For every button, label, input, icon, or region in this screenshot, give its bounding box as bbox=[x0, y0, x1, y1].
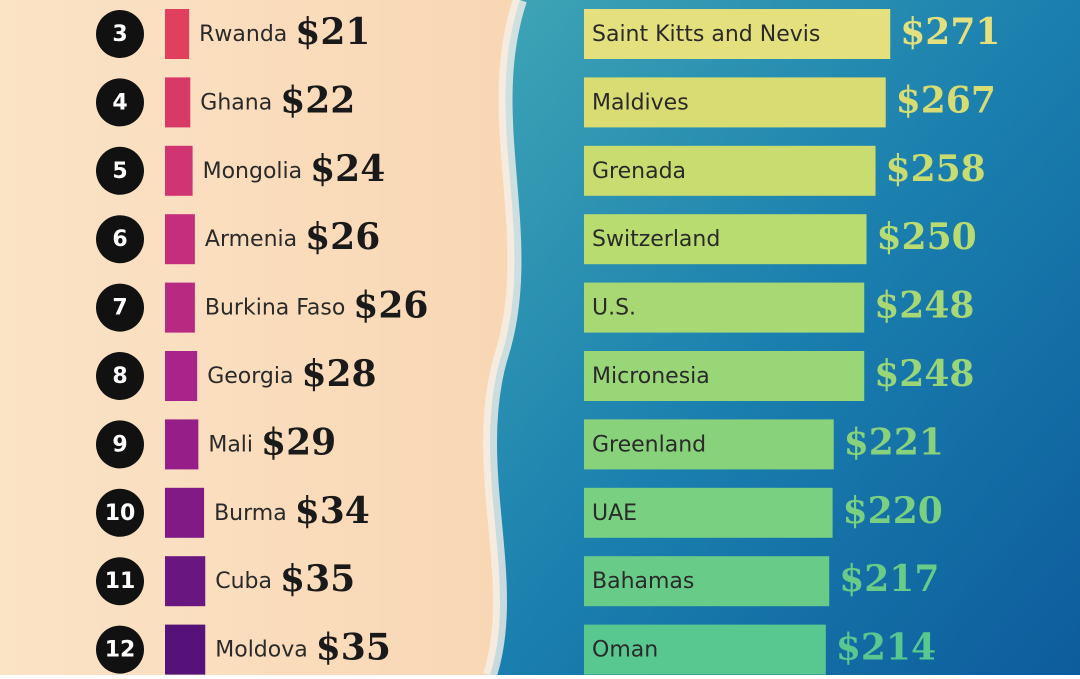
value-label: $28 bbox=[301, 353, 376, 395]
rank-badge bbox=[96, 146, 144, 195]
bar bbox=[165, 77, 191, 128]
value-label: $34 bbox=[295, 490, 370, 532]
category-label: U.S. bbox=[592, 296, 636, 321]
value-label: $221 bbox=[844, 421, 944, 463]
rank-label: 9 bbox=[112, 432, 127, 457]
value-label: $250 bbox=[877, 216, 977, 258]
rank-badge bbox=[96, 352, 144, 400]
rank-label: 8 bbox=[112, 364, 127, 389]
bar bbox=[165, 419, 199, 470]
bar bbox=[165, 282, 195, 333]
value-label: $22 bbox=[280, 79, 355, 121]
bar bbox=[584, 487, 833, 538]
bar bbox=[584, 624, 826, 675]
rank-label: 3 bbox=[112, 22, 127, 47]
category-label: Maldives bbox=[592, 90, 689, 115]
bar bbox=[165, 214, 195, 265]
bar bbox=[584, 145, 876, 196]
value-label: $26 bbox=[353, 285, 428, 327]
category-label: Armenia bbox=[205, 227, 297, 252]
bar bbox=[584, 556, 830, 607]
category-label: Ghana bbox=[200, 90, 272, 115]
bar bbox=[584, 9, 891, 59]
rank-badge bbox=[96, 557, 144, 606]
category-label: Mongolia bbox=[203, 159, 303, 184]
category-label: Saint Kitts and Nevis bbox=[592, 22, 820, 47]
bar bbox=[165, 145, 193, 196]
bar bbox=[584, 214, 867, 265]
bar bbox=[165, 351, 198, 401]
category-label: Bahamas bbox=[592, 569, 694, 594]
category-label: Switzerland bbox=[592, 227, 720, 252]
rank-label: 5 bbox=[112, 159, 127, 184]
category-label: Grenada bbox=[592, 159, 686, 184]
value-label: $220 bbox=[843, 490, 943, 532]
bar bbox=[584, 282, 865, 333]
bar bbox=[584, 419, 834, 470]
category-label: Moldova bbox=[215, 638, 307, 663]
bar bbox=[165, 487, 205, 538]
wave-edge bbox=[483, 0, 527, 678]
category-label: Georgia bbox=[207, 364, 293, 389]
value-label: $248 bbox=[874, 285, 974, 327]
category-label: Burma bbox=[214, 501, 287, 526]
value-label: $21 bbox=[295, 11, 370, 53]
category-label: Burkina Faso bbox=[205, 296, 345, 321]
rank-badge bbox=[96, 283, 144, 332]
rank-badge bbox=[96, 215, 144, 264]
value-label: $248 bbox=[874, 353, 974, 395]
value-label: $35 bbox=[316, 627, 391, 669]
category-label: Mali bbox=[208, 432, 253, 457]
rank-badge bbox=[96, 488, 144, 537]
category-label: Greenland bbox=[592, 432, 706, 457]
value-label: $271 bbox=[900, 11, 1000, 53]
value-label: $217 bbox=[839, 558, 939, 600]
rank-label: 7 bbox=[112, 296, 127, 321]
rank-label: 10 bbox=[105, 501, 136, 526]
rank-label: 6 bbox=[112, 227, 127, 252]
bar bbox=[584, 351, 865, 401]
value-label: $267 bbox=[896, 79, 996, 121]
category-label: UAE bbox=[592, 501, 637, 526]
rank-badge bbox=[96, 78, 144, 127]
value-label: $29 bbox=[261, 421, 336, 463]
bar bbox=[165, 556, 206, 607]
rank-label: 11 bbox=[105, 569, 136, 594]
bar bbox=[584, 77, 886, 128]
rank-badge bbox=[96, 10, 144, 58]
category-label: Cuba bbox=[215, 569, 272, 594]
rank-label: 12 bbox=[105, 638, 136, 663]
plot: 3 Rwanda $214 Ghana $225 Mongolia $246 Armenia $… bbox=[96, 9, 1000, 675]
category-label: Oman bbox=[592, 638, 658, 663]
category-label: Rwanda bbox=[199, 22, 287, 47]
value-label: $258 bbox=[886, 148, 986, 190]
category-label: Micronesia bbox=[592, 364, 710, 389]
rank-badge bbox=[96, 420, 144, 469]
value-label: $35 bbox=[280, 558, 355, 600]
bar bbox=[165, 9, 190, 59]
bar bbox=[165, 624, 206, 675]
rank-badge bbox=[96, 625, 144, 674]
value-label: $26 bbox=[305, 216, 380, 258]
value-label: $214 bbox=[836, 627, 936, 669]
rank-label: 4 bbox=[112, 90, 127, 115]
value-label: $24 bbox=[310, 148, 385, 190]
